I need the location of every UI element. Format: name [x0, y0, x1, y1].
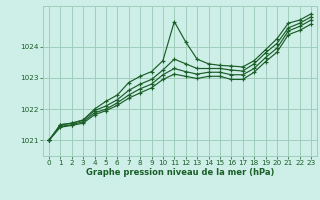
X-axis label: Graphe pression niveau de la mer (hPa): Graphe pression niveau de la mer (hPa) — [86, 168, 274, 177]
